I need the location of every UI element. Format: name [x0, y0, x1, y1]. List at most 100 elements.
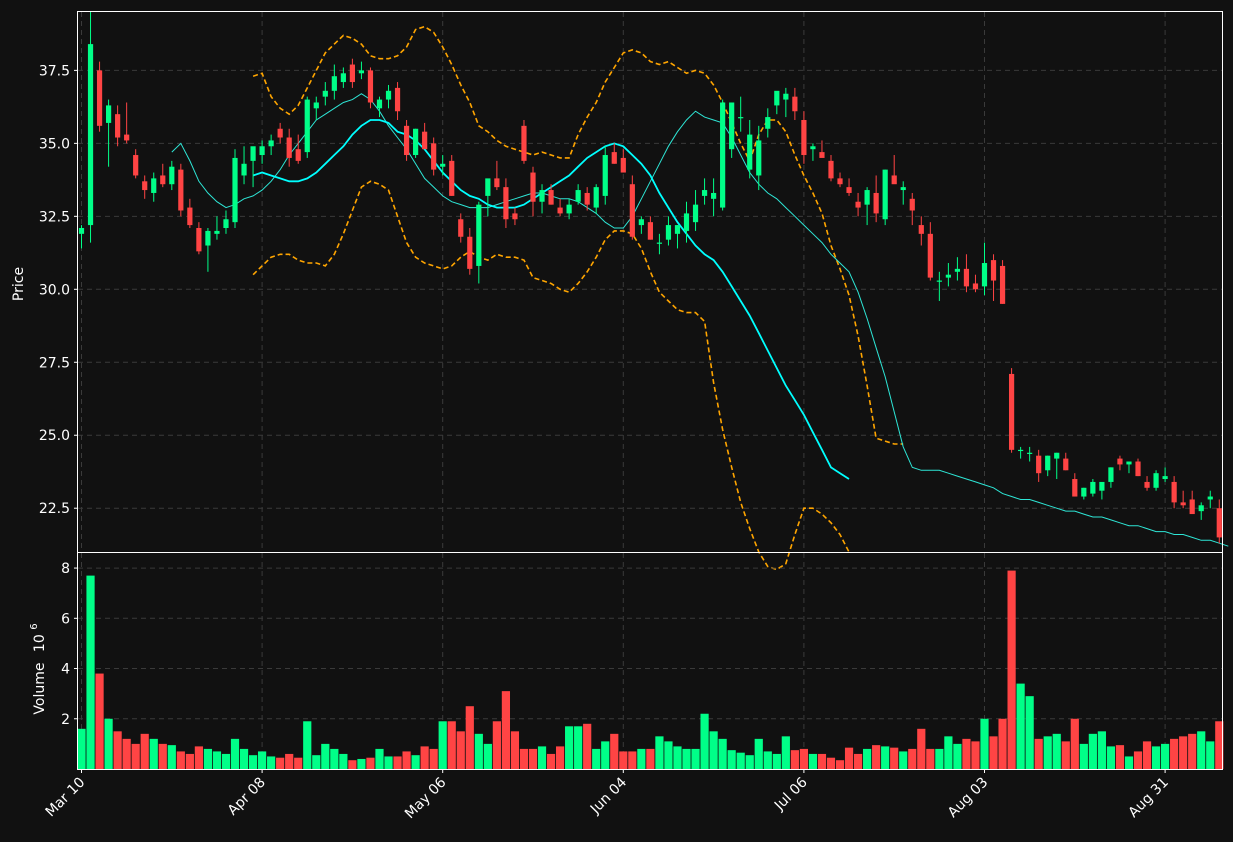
volume-bar — [890, 747, 899, 769]
candle-body — [963, 268, 970, 287]
volume-bar — [149, 738, 158, 769]
volume-bar — [664, 741, 673, 769]
volume-bar — [194, 746, 203, 769]
volume-bar — [258, 751, 267, 769]
candle-body — [1008, 373, 1015, 450]
volume-bar — [402, 751, 411, 769]
candle-body — [1126, 461, 1132, 465]
volume-panel: 2 4 6 8 Volume 10 6 — [29, 552, 1224, 770]
volume-bar — [682, 748, 691, 769]
candle-body — [602, 155, 608, 196]
candle-body — [223, 219, 229, 228]
volume-y-label-multiplier: 10 — [32, 634, 48, 652]
candle-body — [656, 242, 663, 244]
candle-body — [476, 204, 482, 266]
price-tick-label: 22.5 — [39, 501, 70, 517]
volume-bar — [980, 718, 989, 769]
volume-bars — [77, 570, 1224, 769]
volume-y-label-exponent: 6 — [29, 623, 40, 629]
volume-bar — [420, 746, 429, 769]
volume-bar — [411, 755, 420, 769]
volume-bar — [899, 751, 908, 769]
candle-body — [304, 99, 310, 153]
price-tick-label: 27.5 — [39, 355, 70, 371]
candle-body — [124, 134, 130, 141]
candle-body — [250, 146, 256, 161]
volume-bar — [438, 721, 447, 769]
volume-tick-label: 8 — [61, 561, 70, 577]
volume-bar — [1007, 570, 1016, 769]
volume-bar — [935, 748, 944, 769]
candle-body — [792, 96, 798, 112]
candle-body — [1162, 476, 1168, 480]
volume-bar — [167, 745, 176, 769]
candle-body — [611, 152, 617, 164]
volume-bar — [1079, 743, 1088, 769]
volume-bar — [736, 752, 745, 769]
candle-body — [972, 283, 979, 290]
candle-body — [367, 70, 374, 103]
sma-fast-line — [171, 93, 1229, 547]
candle-body — [720, 102, 726, 208]
candle-body — [647, 222, 653, 240]
candle-body — [422, 131, 428, 150]
volume-bar — [1115, 745, 1125, 769]
price-y-ticks: 22.5 25.0 27.5 30.0 32.5 35.0 37.5 — [39, 63, 78, 517]
candle-body — [539, 190, 545, 202]
candle-body — [322, 90, 328, 97]
volume-bar — [826, 757, 836, 769]
candle-body — [575, 190, 581, 202]
volume-bar — [1179, 736, 1188, 769]
price-y-label: Price — [11, 267, 27, 301]
volume-bar — [763, 751, 772, 769]
candle-body — [160, 175, 166, 185]
candle-body — [413, 128, 419, 156]
candle-body — [349, 64, 355, 83]
volume-bar — [1151, 746, 1161, 769]
candle-body — [1063, 458, 1069, 471]
candle-body — [665, 225, 672, 240]
volume-bar — [140, 733, 149, 769]
volume-bar — [953, 743, 962, 769]
volume-tick-label: 4 — [61, 662, 70, 678]
volume-bar — [429, 748, 438, 769]
candle-body — [819, 152, 825, 158]
candle-body — [729, 102, 735, 150]
volume-bar — [447, 721, 456, 769]
volume-bar — [203, 748, 213, 769]
volume-bar — [528, 748, 538, 769]
volume-bar — [1043, 736, 1052, 769]
candle-body — [1108, 467, 1114, 482]
volume-bar — [1170, 738, 1179, 769]
candle-body — [358, 70, 365, 74]
candle-body — [990, 260, 997, 281]
volume-bar — [1124, 756, 1134, 769]
candle-body — [864, 190, 870, 205]
volume-bar — [781, 736, 790, 769]
candle-body — [1027, 452, 1033, 454]
candle-body — [1216, 508, 1222, 538]
candle-body — [873, 192, 879, 214]
candle-body — [1198, 505, 1204, 512]
volume-bar — [1133, 751, 1143, 769]
candle-body — [999, 265, 1006, 304]
bollinger-bands — [252, 25, 904, 571]
candle-body — [494, 178, 500, 188]
candle-body — [1045, 455, 1051, 471]
candle-body — [376, 99, 383, 109]
candle-body — [837, 178, 843, 185]
volume-bar — [357, 758, 366, 769]
candle-body — [945, 274, 951, 278]
volume-bar — [592, 748, 601, 769]
candle-body — [909, 198, 915, 211]
candle-body — [96, 70, 103, 126]
volume-bar — [510, 731, 520, 769]
candle-body — [566, 204, 572, 214]
candle-body — [115, 114, 121, 138]
candle-body — [403, 125, 410, 156]
candle-body — [151, 178, 157, 193]
candle-body — [431, 143, 437, 170]
candle-body — [214, 230, 220, 234]
